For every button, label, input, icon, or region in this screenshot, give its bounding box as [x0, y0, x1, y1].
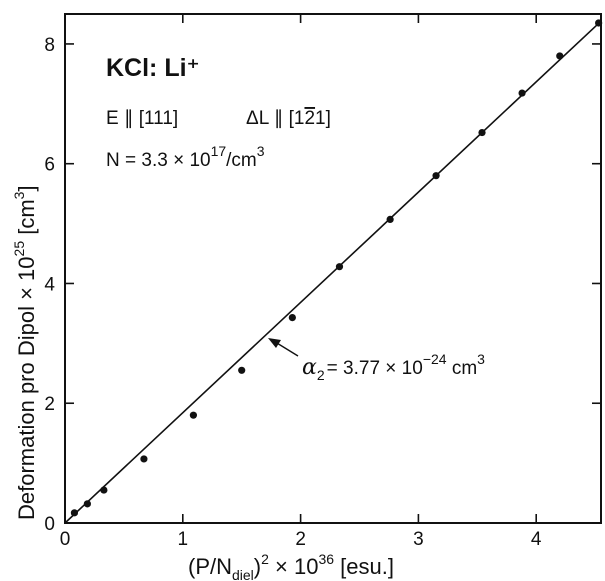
x-tick-label: 4	[531, 529, 542, 550]
x-axis-label-unit: [esu.]	[334, 554, 394, 579]
x-axis-ticks: 0 1 2 3 4	[60, 14, 542, 550]
x-tick-label: 3	[413, 529, 424, 550]
data-point	[478, 128, 486, 137]
annotation-field-direction: E ∥ [111]	[106, 108, 178, 129]
x-axis-label-exp: 36	[318, 551, 334, 567]
data-point	[140, 455, 148, 463]
data-point	[83, 500, 91, 508]
annotation-strain-direction-start: ΔL ∥ [1	[246, 108, 304, 129]
x-tick-label: 2	[295, 529, 306, 550]
fit-line	[64, 20, 602, 524]
x-axis-label-sub: diel	[232, 567, 254, 581]
alpha-arrow-head	[268, 338, 281, 348]
y-axis-label-exp: 25	[11, 241, 27, 257]
annotation-strain-direction-end: 1]	[315, 108, 331, 129]
alpha-unit: cm	[447, 358, 478, 379]
annotation-alpha: α2 = 3.77 × 10−24 cm3	[302, 351, 485, 383]
data-points	[70, 19, 603, 517]
data-point	[288, 314, 296, 322]
y-tick-label: 4	[44, 274, 55, 295]
x-axis-label-rest: × 10	[269, 554, 319, 579]
plot-frame	[64, 13, 602, 524]
y-tick-label: 0	[44, 514, 55, 535]
y-axis-label-unit: [cm	[14, 199, 39, 241]
annotation-concentration-unit: /cm	[226, 150, 257, 171]
data-point	[100, 486, 108, 494]
annotation-concentration-text: N = 3.3 × 10	[106, 150, 211, 171]
y-axis-label-unit-exp: 3	[11, 191, 27, 199]
alpha-value: = 3.77 × 10	[327, 358, 423, 379]
y-axis-label-close: ]	[14, 185, 39, 191]
data-point	[238, 366, 246, 374]
y-axis-label: Deformation pro Dipol × 1025 [cm3]	[11, 185, 39, 520]
x-tick-label: 0	[60, 529, 71, 550]
alpha-symbol: α	[302, 355, 317, 380]
data-point	[518, 89, 526, 97]
alpha-exp: −24	[423, 351, 447, 367]
y-axis-label-main: Deformation pro Dipol × 10	[14, 256, 39, 520]
x-tick-label: 1	[178, 529, 189, 550]
x-axis-label: (P/Ndiel)2 × 1036 [esu.]	[188, 551, 394, 581]
data-point	[386, 215, 394, 223]
data-point	[335, 263, 344, 271]
annotation-strain-direction-bar: 2	[304, 108, 315, 129]
y-tick-label: 2	[44, 394, 55, 415]
alpha-unit-exp: 3	[477, 351, 485, 367]
alpha-subscript: 2	[317, 367, 325, 383]
annotation-concentration: N = 3.3 × 1017/cm3	[106, 143, 265, 171]
y-tick-label: 6	[44, 155, 55, 176]
data-point	[432, 172, 440, 180]
data-point	[595, 19, 603, 27]
annotation-concentration-exp: 17	[211, 143, 227, 159]
annotation-strain-direction: ΔL ∥ [121]	[246, 108, 331, 129]
chart-title: KCl: Li⁺	[106, 54, 200, 82]
y-axis-ticks: 0 2 4 6 8	[44, 35, 601, 535]
data-point	[556, 52, 564, 60]
x-axis-label-main: (P/N	[188, 554, 232, 579]
data-point	[189, 411, 198, 419]
x-axis-label-power: 2	[261, 551, 269, 567]
data-point	[70, 509, 79, 517]
y-tick-label: 8	[44, 35, 55, 56]
x-axis-label-close: )	[254, 554, 261, 579]
annotation-concentration-unit-exp: 3	[257, 143, 265, 159]
